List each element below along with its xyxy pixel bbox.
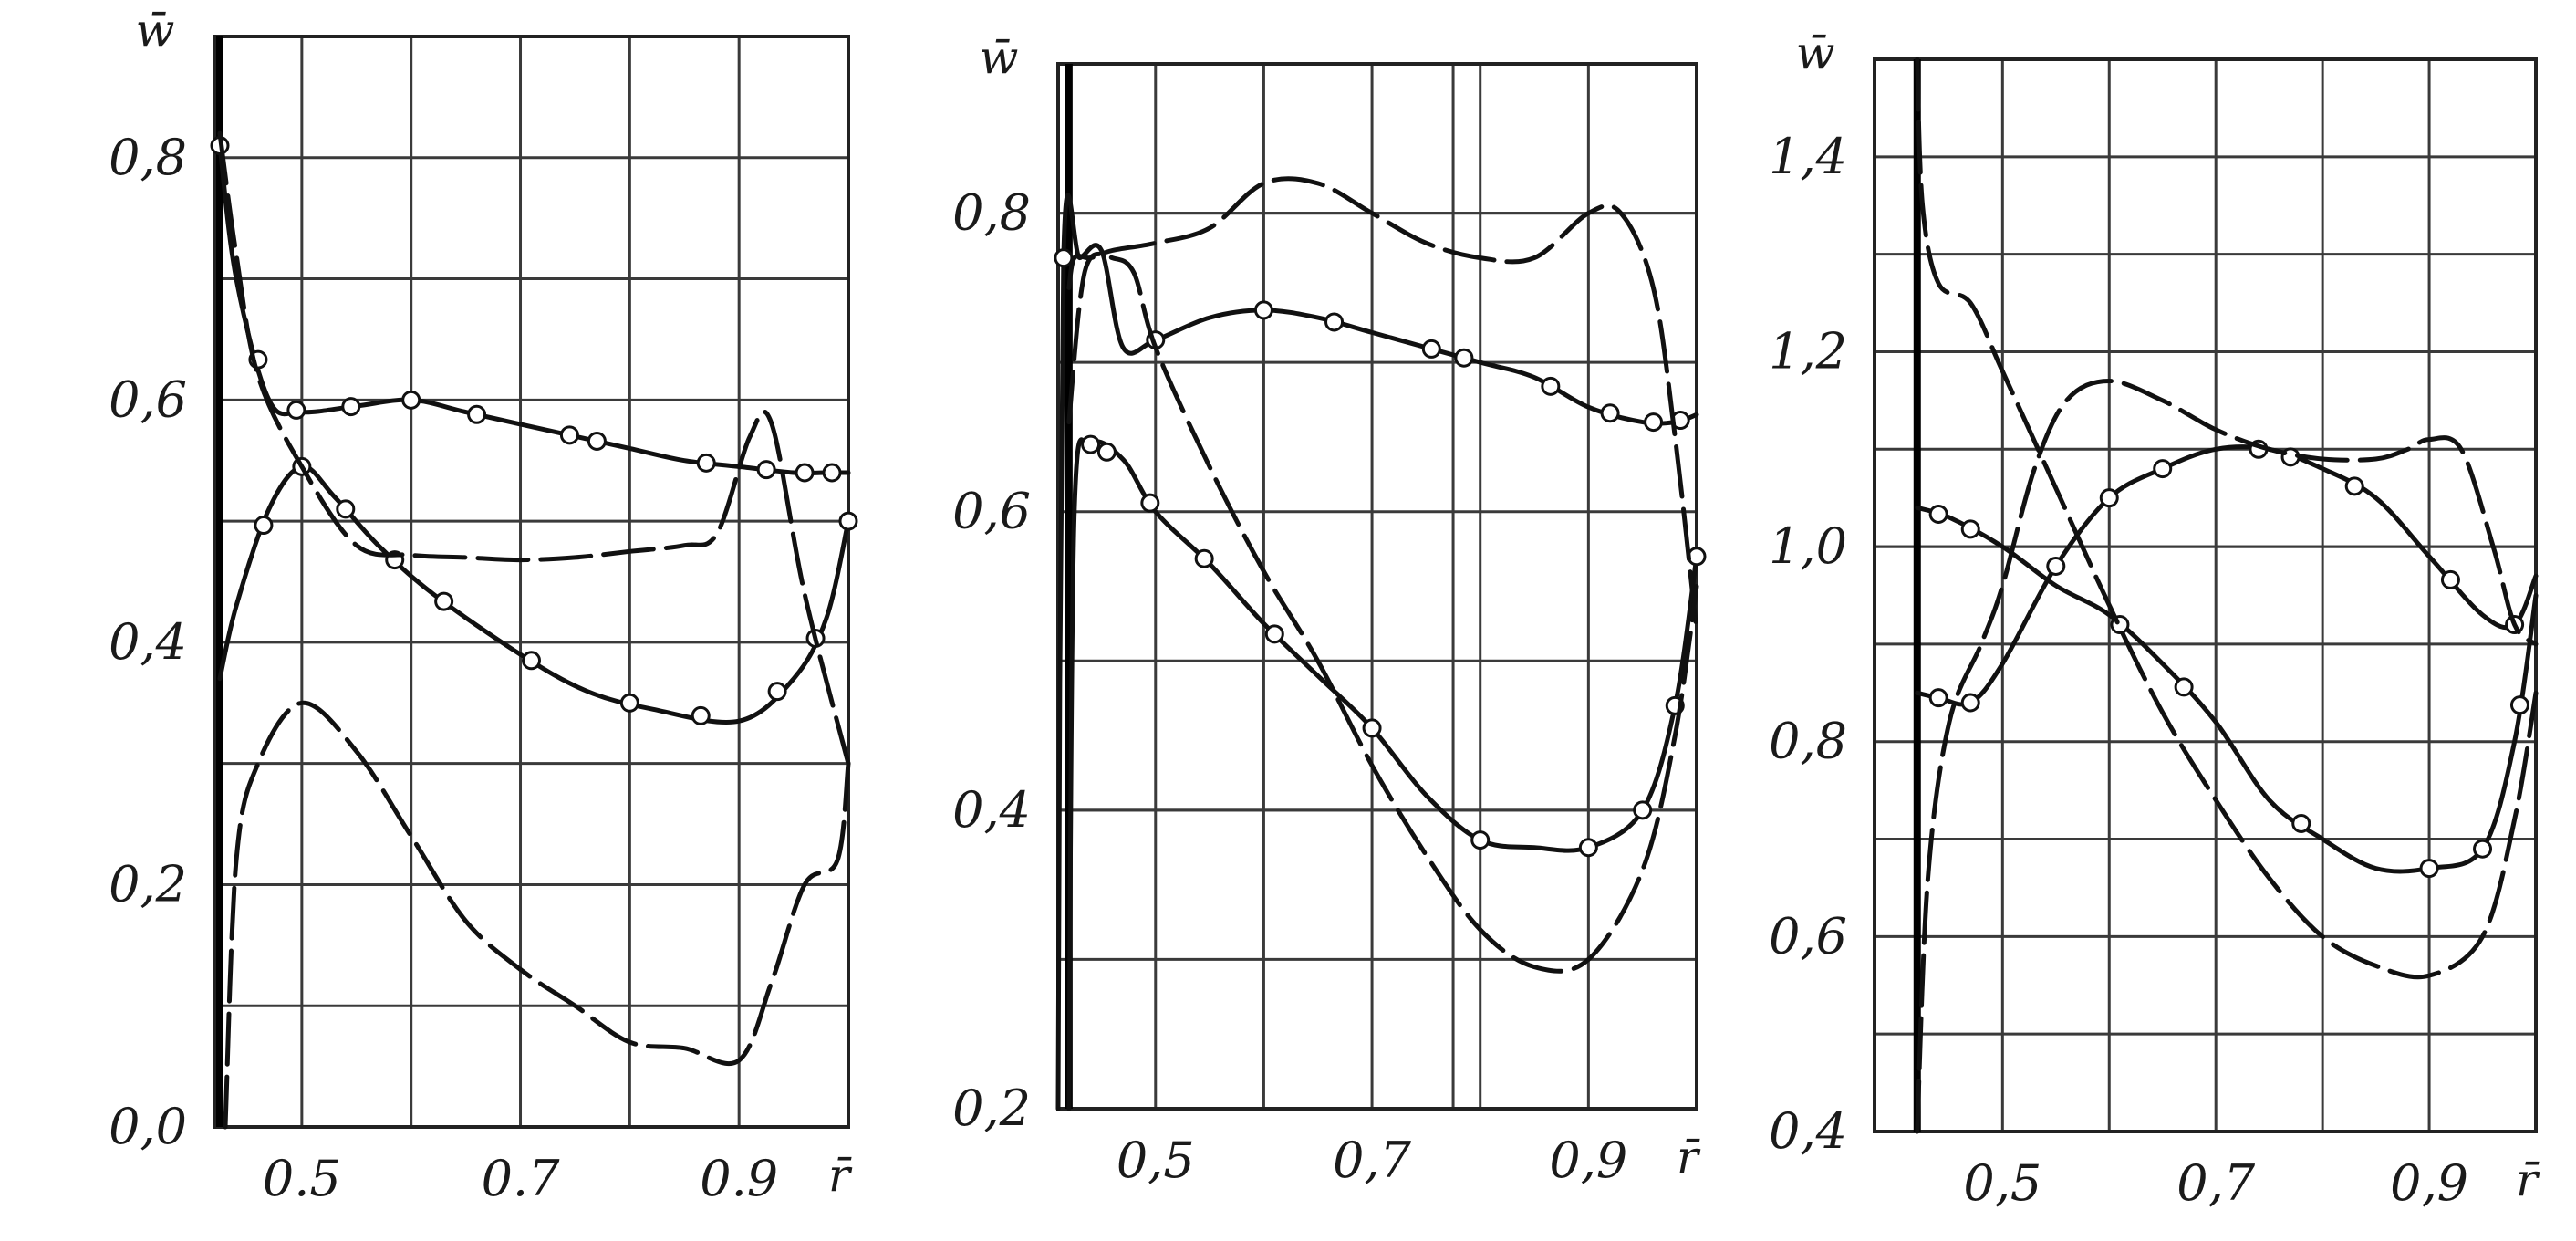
series-4-line xyxy=(1066,251,1699,974)
plot-frame xyxy=(1873,57,2538,1133)
y-tick-label: 1,0 xyxy=(1769,517,1847,575)
series-2-marker xyxy=(767,682,787,702)
series-2-marker xyxy=(2440,569,2460,589)
series-1-marker xyxy=(1928,504,1948,524)
series-2-marker xyxy=(254,516,274,536)
series-3-line xyxy=(217,130,851,766)
series-2-marker xyxy=(336,499,356,519)
series-1-marker xyxy=(1541,376,1561,396)
series-1-marker xyxy=(467,404,487,424)
y-tick-label: 0,6 xyxy=(952,483,1031,540)
y-tick-label: 0,4 xyxy=(109,613,187,671)
series-1-marker xyxy=(1324,312,1345,332)
y-tick-label: 1,2 xyxy=(1769,322,1847,380)
series-2-marker xyxy=(1194,548,1214,568)
series-2-marker xyxy=(2153,459,2173,479)
series-1-marker xyxy=(1421,339,1441,359)
series-2-line xyxy=(1915,444,2539,707)
y-tick-label: 0,8 xyxy=(109,129,187,186)
series-2-marker xyxy=(1633,800,1653,820)
series-2-marker xyxy=(1928,688,1948,708)
series-1-marker xyxy=(2291,813,2311,833)
series-1-marker xyxy=(822,463,842,483)
y-tick-label: 0,8 xyxy=(1769,713,1847,770)
series-2-marker xyxy=(2099,488,2119,508)
series-2-marker xyxy=(522,651,541,671)
x-tick-label: 0,9 xyxy=(2390,1154,2468,1212)
series-1-marker xyxy=(1960,519,1980,539)
x-axis-label: r̄ xyxy=(2516,1153,2540,1206)
y-tick-label: 0,0 xyxy=(109,1098,187,1155)
plot-frame xyxy=(1056,62,1698,1111)
y-tick-label: 0,4 xyxy=(952,781,1031,839)
x-tick-label: 0,5 xyxy=(1117,1132,1195,1189)
series-1-marker xyxy=(2174,677,2194,697)
series-1-marker xyxy=(341,397,361,417)
x-axis-label: r̄ xyxy=(828,1149,853,1202)
y-tick-label: 1,4 xyxy=(1769,128,1847,185)
series-1-marker xyxy=(1054,248,1074,268)
series-2-line xyxy=(1066,437,1699,1111)
x-tick-label: 0,7 xyxy=(2176,1154,2256,1212)
series-1-marker xyxy=(2419,859,2439,879)
series-2-marker xyxy=(2046,556,2066,576)
series-2-marker xyxy=(1140,493,1160,513)
x-tick-label: 0.9 xyxy=(700,1150,778,1207)
series-2-marker xyxy=(691,705,711,725)
series-1-line xyxy=(1915,505,2539,874)
series-1-marker xyxy=(2509,695,2529,715)
series-1-marker xyxy=(286,400,306,420)
chart-panel-3: 0,4 0,6 0,8 1,0 1,2 1,4 0,5 0,7 0,9 w̄ r̄ xyxy=(1769,26,2540,1212)
series-1-marker xyxy=(401,390,421,410)
y-tick-label: 0,4 xyxy=(1769,1102,1847,1160)
y-tick-label: 0,6 xyxy=(109,370,187,428)
series-2-marker xyxy=(1096,442,1117,462)
series-1-marker xyxy=(1454,348,1474,368)
series-1-marker xyxy=(2473,839,2493,859)
x-axis-label: r̄ xyxy=(1677,1131,1701,1184)
series-2-marker xyxy=(2344,476,2364,496)
series-2-marker xyxy=(1687,547,1707,567)
series-2-marker xyxy=(619,693,639,713)
series-1-marker xyxy=(1644,412,1664,433)
y-axis-label: w̄ xyxy=(1796,26,1835,79)
y-axis-label: w̄ xyxy=(980,31,1019,84)
series-1-marker xyxy=(1600,403,1620,423)
y-tick-label: 0,2 xyxy=(109,855,187,912)
series-2-marker xyxy=(1470,830,1491,850)
series-2-marker xyxy=(1960,693,1980,713)
series-1-marker xyxy=(756,460,776,480)
x-tick-label: 0,7 xyxy=(1333,1132,1412,1189)
series-2-marker xyxy=(1264,624,1284,644)
series-2-marker xyxy=(434,591,454,611)
series-2-marker xyxy=(838,511,858,531)
series-1-marker xyxy=(795,463,815,483)
series-3-line xyxy=(1915,57,2539,980)
series-4-line xyxy=(1915,379,2539,1134)
series-1-marker xyxy=(696,453,716,473)
series-1-marker xyxy=(587,431,607,451)
series-1-marker xyxy=(559,425,579,445)
y-tick-label: 0,8 xyxy=(952,184,1031,242)
x-tick-label: 0,9 xyxy=(1549,1132,1627,1189)
series-4-line xyxy=(223,700,851,1130)
y-tick-label: 0,2 xyxy=(952,1079,1031,1137)
x-tick-label: 0.5 xyxy=(263,1150,341,1207)
series-2-marker xyxy=(1362,718,1382,738)
series-2-marker xyxy=(1081,434,1101,454)
chart-panel-2: 0,2 0,4 0,6 0,8 0,5 0,7 0,9 w̄ r̄ xyxy=(952,31,1707,1189)
plot-frame xyxy=(213,35,850,1129)
x-tick-label: 0.7 xyxy=(482,1150,561,1207)
series-2-marker xyxy=(1578,838,1598,858)
series-1-marker xyxy=(1253,300,1273,320)
y-axis-label: w̄ xyxy=(136,4,175,57)
series-3-line xyxy=(1066,176,1699,634)
x-tick-label: 0,5 xyxy=(1963,1154,2041,1212)
y-tick-label: 0,6 xyxy=(1769,907,1847,965)
series-2-line xyxy=(217,464,851,725)
chart-panel-1: 0,0 0,2 0,4 0,6 0,8 0.5 0.7 0.9 w̄ r̄ xyxy=(109,4,858,1207)
